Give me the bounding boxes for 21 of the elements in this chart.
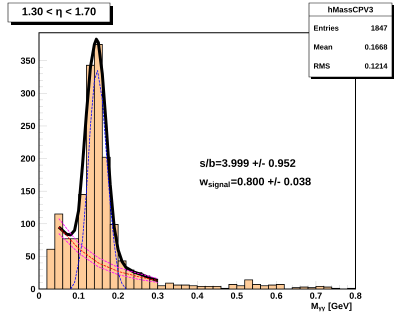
- y-tick-label: 200: [20, 155, 36, 162]
- y-tick-label: 300: [20, 90, 36, 97]
- x-tick-label: 0.4: [191, 292, 204, 299]
- x-tick-label: 0.7: [310, 292, 322, 299]
- annotation: s/b=3.999 +/- 0.952: [200, 158, 296, 168]
- x-tick-label: 0.3: [152, 292, 164, 299]
- y-tick-label: 150: [21, 188, 36, 194]
- y-tick-label: 100: [21, 220, 36, 227]
- x-axis-title: M$_{γγ}$ [GeV]: [312, 302, 352, 312]
- y-tick-label: 50: [26, 253, 36, 260]
- y-tick-label: 0: [30, 286, 36, 292]
- x-tick-label: 0.5: [230, 292, 243, 299]
- x-tick-label: 0.1: [72, 292, 85, 299]
- y-tick-label: 250: [20, 122, 36, 130]
- annotation: w$_{signal}$=0.800 +/- 0.038: [199, 177, 311, 189]
- x-tick-label: 0.6: [270, 292, 282, 299]
- x-tick-label: 0: [36, 292, 42, 299]
- x-tick-label: 0.2: [112, 292, 124, 299]
- x-tick-label: 0.8: [350, 292, 362, 299]
- chart-title: 1.30 < η < 1.70: [22, 8, 96, 18]
- y-tick-label: 350: [20, 58, 36, 64]
